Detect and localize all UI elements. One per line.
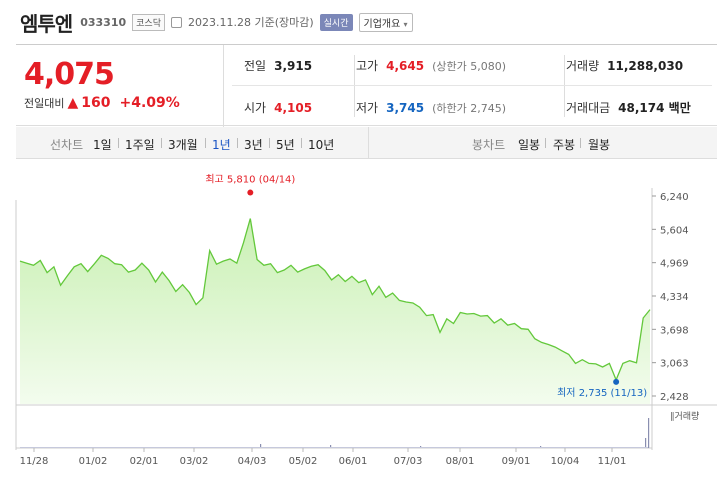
clock-icon [170, 16, 182, 28]
high-marker [247, 189, 254, 196]
tab-1y[interactable]: 1년 [212, 138, 231, 152]
volume-label: 거래량 [566, 59, 600, 73]
base-date: 2023.11.28 기준(장마감) [187, 16, 314, 29]
high-label: 고가 [356, 59, 379, 73]
market-badge: 코스닥 [132, 13, 165, 31]
tab-10y[interactable]: 10년 [308, 138, 335, 152]
chevron-down-icon: ▾ [403, 19, 408, 29]
y-tick-label: 2,428 [660, 392, 689, 403]
prev-value: 3,915 [274, 58, 313, 73]
trade-amount: 거래대금 48,174 백만 [566, 99, 691, 116]
volume-bar [260, 444, 262, 448]
x-tick-label: 08/01 [446, 456, 475, 467]
lower-limit: (하한가 2,745) [432, 101, 506, 115]
tab-3m[interactable]: 3개월 [168, 138, 198, 152]
y-tick-label: 4,334 [660, 292, 689, 303]
tab-3y[interactable]: 3년 [244, 138, 263, 152]
x-tick-label: 07/03 [394, 456, 423, 467]
open-value: 4,105 [274, 100, 313, 115]
x-tick-label: 11/28 [20, 456, 49, 467]
low-marker [613, 378, 620, 385]
tab-1w[interactable]: 1주일 [125, 138, 155, 152]
tab-daily[interactable]: 일봉 [518, 138, 541, 152]
candle-chart-label: 봉차트 [472, 138, 506, 152]
x-tick-label: 09/01 [502, 456, 531, 467]
volume-bar [645, 438, 647, 448]
x-tick-label: 01/02 [79, 456, 108, 467]
realtime-button[interactable]: 실시간 [319, 13, 353, 31]
volume: 거래량 11,288,030 [566, 57, 683, 74]
y-tick-label: 6,240 [660, 192, 689, 203]
amount-label: 거래대금 [566, 101, 611, 115]
high-price: 고가 4,645 (상한가 5,080) [356, 57, 506, 74]
tab-weekly[interactable]: 주봉 [553, 138, 576, 152]
low-price: 저가 3,745 (하한가 2,745) [356, 99, 506, 116]
open-label: 시가 [244, 101, 267, 115]
corp-info-label: 기업개요 [363, 18, 401, 30]
x-tick-label: 03/02 [180, 456, 209, 467]
low-value: 3,745 [386, 100, 425, 115]
x-tick-label: 10/04 [551, 456, 580, 467]
prev-label: 전일 [244, 59, 267, 73]
y-tick-label: 3,698 [660, 325, 689, 336]
upper-limit: (상한가 5,080) [432, 59, 506, 73]
line-chart-label: 선차트 [50, 138, 84, 152]
volume-label: ∥거래량 [670, 410, 699, 422]
stock-header: 엠투엔 033310 코스닥 2023.11.28 기준(장마감) 실시간 기업… [20, 8, 413, 36]
current-price: 4,075 [24, 57, 115, 92]
y-tick-label: 3,063 [660, 359, 689, 370]
tab-1d[interactable]: 1일 [93, 138, 112, 152]
price-box: 4,075 전일대비 ▲ 160 +4.09% [16, 45, 224, 127]
low-annotation: 최저 2,735 (11/13) [557, 387, 647, 399]
x-tick-label: 04/03 [238, 456, 267, 467]
volume-bar [330, 445, 332, 448]
x-tick-label: 11/01 [598, 456, 627, 467]
price-area [20, 218, 650, 404]
open-price: 시가 4,105 [244, 99, 312, 116]
volume-bar [648, 418, 650, 448]
price-line [19, 218, 651, 382]
y-tick-label: 4,969 [660, 259, 689, 270]
tab-monthly[interactable]: 월봉 [588, 138, 611, 152]
tab-5y[interactable]: 5년 [276, 138, 295, 152]
change-label: 전일대비 [24, 97, 65, 110]
price-change: 전일대비 ▲ 160 +4.09% [24, 95, 180, 111]
stock-name: 엠투엔 [20, 11, 73, 36]
y-tick-label: 5,604 [660, 225, 689, 236]
prev-close: 전일 3,915 [244, 57, 312, 74]
x-tick-label: 05/02 [289, 456, 318, 467]
period-tabs: 선차트 1일 1주일 3개월 1년 3년 5년 10년 봉차트 일봉 주봉 월봉 [16, 127, 717, 159]
stock-code: 033310 [80, 15, 127, 29]
up-triangle-icon: ▲ [67, 95, 79, 111]
price-chart: 최고 5,810 (04/14) 최저 2,735 (11/13) 6,240 5,… [15, 174, 717, 467]
low-label: 저가 [356, 101, 379, 115]
high-annotation: 최고 5,810 (04/14) [205, 174, 295, 186]
high-value: 4,645 [386, 58, 425, 73]
x-tick-label: 06/01 [339, 456, 368, 467]
amount-value: 48,174 백만 [618, 101, 691, 115]
change-value: 160 [81, 95, 111, 111]
quote-summary: 4,075 전일대비 ▲ 160 +4.09% 전일 3,915 고가 4,645 (상… [16, 44, 717, 127]
corp-info-dropdown[interactable]: 기업개요 ▾ [358, 12, 413, 32]
change-percent: +4.09% [119, 95, 180, 111]
volume-value: 11,288,030 [607, 58, 684, 73]
x-tick-label: 02/01 [130, 456, 159, 467]
